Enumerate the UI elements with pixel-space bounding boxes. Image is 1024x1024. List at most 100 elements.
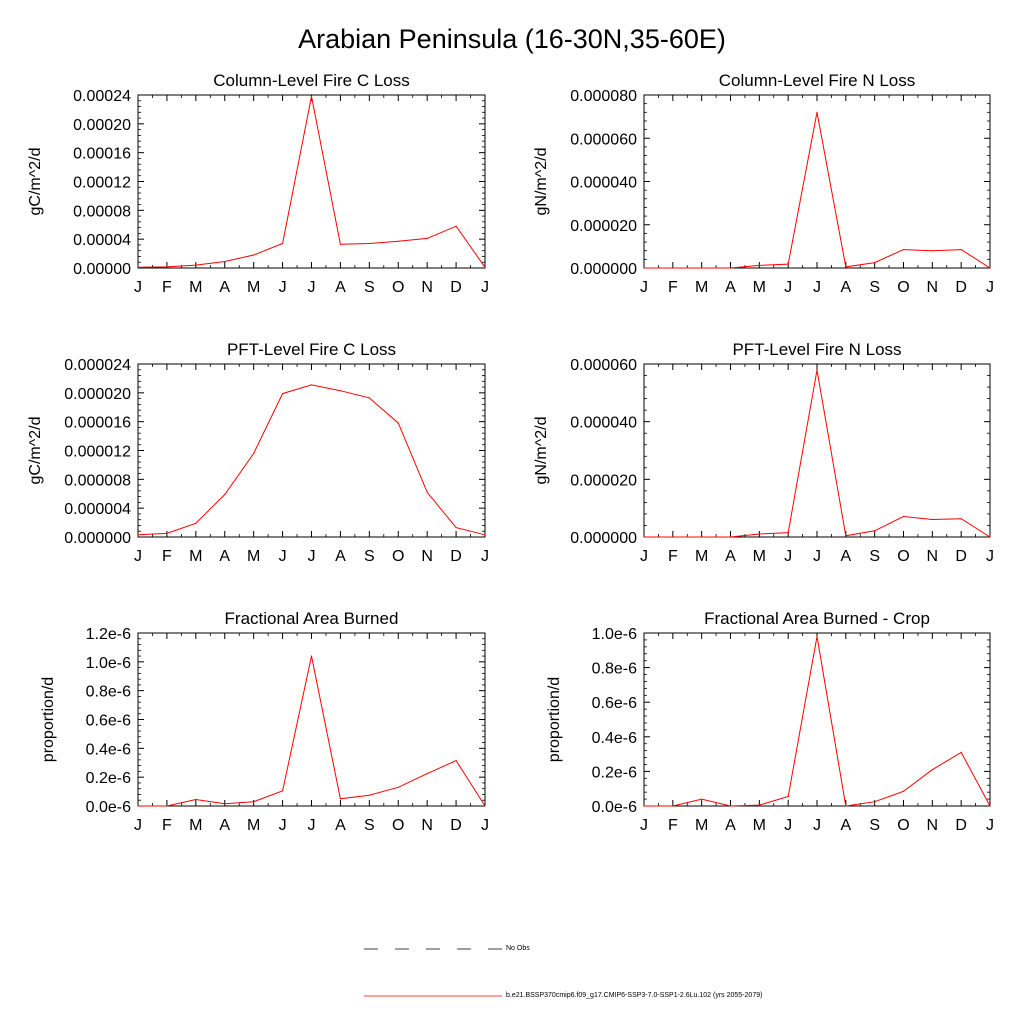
data-point [426, 491, 428, 493]
x-tick-label: M [189, 279, 202, 296]
data-point [960, 751, 962, 754]
x-tick-label: J [481, 548, 489, 565]
chart-title: Fractional Area Burned - Crop [704, 609, 930, 628]
x-tick-label: J [308, 279, 316, 296]
data-point [701, 536, 703, 538]
y-tick-label: 0.8e-6 [592, 661, 637, 678]
x-tick-label: M [695, 548, 708, 565]
y-tick-label: 0.4e-6 [86, 741, 131, 758]
data-point [787, 532, 789, 534]
data-point [787, 795, 789, 798]
data-point [224, 260, 226, 263]
y-axis-label: proportion/d [546, 677, 563, 762]
x-tick-label: J [279, 548, 287, 565]
x-tick-label: J [813, 817, 821, 834]
data-point [931, 769, 933, 771]
data-point [758, 804, 760, 806]
data-point [224, 803, 226, 805]
y-tick-label: 1.0e-6 [86, 655, 131, 672]
chart-panel-2: J F M A M J J A S O N D J0.0000000.0000040.0000080.0… [27, 340, 489, 565]
series-line [137, 384, 486, 536]
data-point [484, 534, 486, 536]
y-tick-label: 0.00000 [73, 261, 131, 278]
x-tick-label: O [897, 548, 909, 565]
y-tick-label: 0.00004 [73, 232, 131, 249]
y-tick-label: 0.000080 [570, 88, 637, 105]
plot-frame [137, 94, 486, 269]
chart-panel-1: J F M A M J J A S O N D J0.0000000.0000200.0000400.0… [533, 71, 994, 296]
plot-frame [137, 632, 486, 807]
data-point [816, 111, 818, 113]
x-tick-label: A [335, 817, 346, 834]
x-tick-label: S [364, 279, 375, 296]
y-axis-label: gC/m^2/d [27, 148, 44, 216]
plot-frame [643, 94, 991, 269]
x-tick-label: J [986, 279, 994, 296]
x-tick-label: J [134, 548, 142, 565]
data-point [643, 267, 645, 269]
data-point [455, 225, 457, 227]
chart-title: Column-Level Fire N Loss [719, 71, 916, 90]
y-tick-label: 0.000000 [570, 530, 637, 547]
data-point [729, 536, 732, 538]
data-point [166, 532, 168, 535]
data-point [282, 242, 284, 245]
data-point [137, 266, 139, 268]
x-tick-label: M [247, 817, 260, 834]
x-tick-label: D [450, 279, 462, 296]
data-point [310, 655, 313, 657]
data-point [902, 515, 905, 518]
y-tick-label: 0.00020 [73, 117, 131, 134]
x-tick-label: J [784, 817, 792, 834]
x-tick-label: O [897, 279, 909, 296]
data-point [701, 798, 703, 800]
x-tick-label: A [219, 548, 230, 565]
chart-panel-0: J F M A M J J A S O N D J0.000000.000040.000080.0001… [27, 71, 489, 296]
y-axis-label: gC/m^2/d [27, 417, 44, 485]
chart-title: PFT-Level Fire N Loss [732, 340, 901, 359]
data-point [643, 536, 645, 538]
y-tick-label: 0.000024 [64, 357, 131, 374]
x-tick-label: D [450, 817, 462, 834]
x-tick-label: J [813, 548, 821, 565]
x-tick-label: F [668, 548, 678, 565]
data-point [845, 266, 847, 268]
x-tick-label: O [392, 279, 404, 296]
x-tick-label: A [335, 279, 346, 296]
x-tick-label: D [955, 279, 967, 296]
legend-label-no-obs: No Obs [506, 945, 530, 952]
data-point [758, 533, 760, 535]
chart-panel-3: J F M A M J J A S O N D J0.0000000.0000200.0000400.0… [533, 340, 994, 565]
y-axis-label: gN/m^2/d [533, 417, 550, 485]
data-point [397, 422, 399, 424]
x-tick-label: D [955, 817, 967, 834]
y-tick-label: 0.000020 [570, 218, 637, 235]
page-title: Arabian Peninsula (16-30N,35-60E) [298, 24, 726, 54]
x-tick-label: N [927, 279, 939, 296]
x-tick-label: A [219, 817, 230, 834]
data-point [137, 805, 139, 807]
x-tick-label: J [813, 279, 821, 296]
data-point [874, 262, 876, 264]
series-line [644, 112, 991, 269]
data-point [455, 760, 457, 762]
y-tick-label: 0.6e-6 [592, 695, 637, 712]
data-point [787, 263, 789, 265]
data-point [874, 530, 876, 532]
x-tick-label: S [869, 279, 880, 296]
x-tick-label: A [840, 279, 851, 296]
data-point [758, 264, 760, 266]
y-tick-label: 0.4e-6 [592, 730, 637, 747]
x-tick-label: J [784, 279, 792, 296]
data-point [166, 266, 168, 268]
data-point [845, 535, 847, 537]
data-point [455, 527, 457, 529]
x-tick-label: J [308, 817, 316, 834]
data-point [902, 790, 905, 792]
y-tick-label: 0.0e-6 [592, 799, 637, 816]
data-point [902, 249, 905, 251]
chart-title: Fractional Area Burned [225, 609, 399, 628]
data-point [960, 249, 962, 251]
data-point [426, 773, 428, 775]
x-tick-label: O [392, 817, 404, 834]
